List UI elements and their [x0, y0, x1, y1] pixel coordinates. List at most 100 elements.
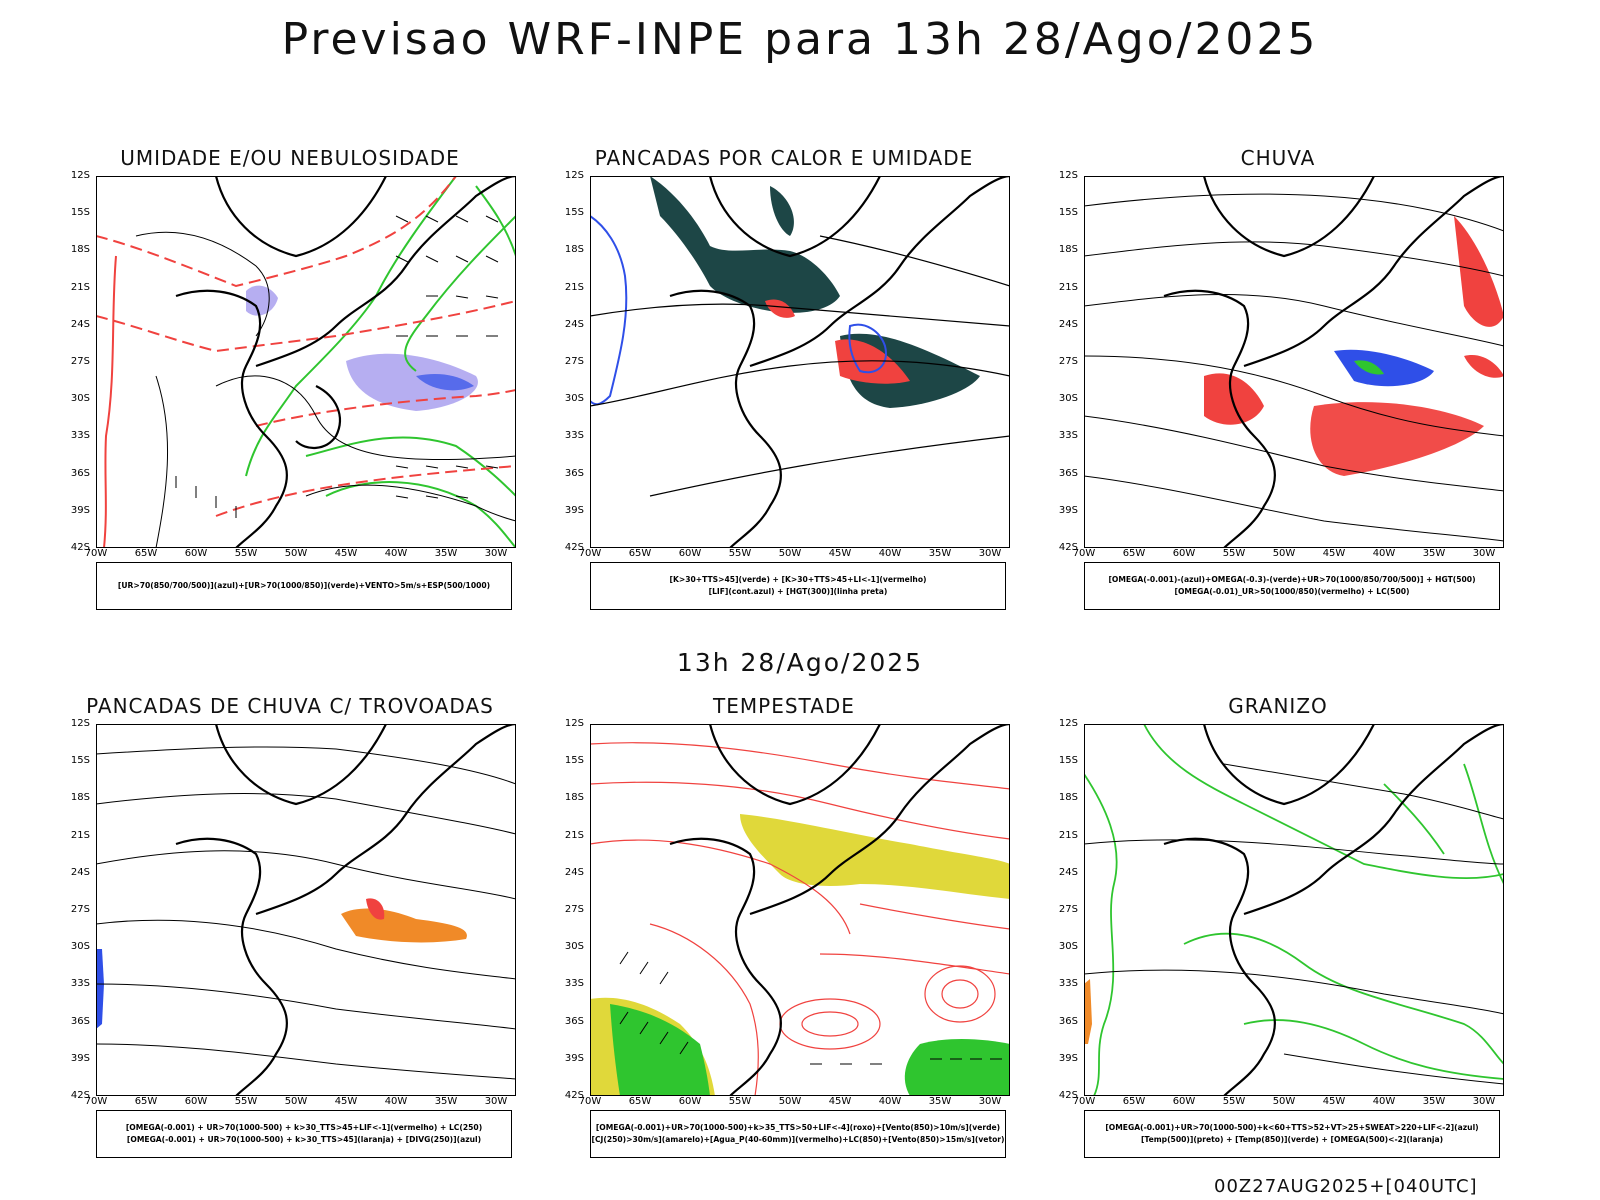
- lat-tick-label: 42S: [70, 542, 90, 553]
- lon-tick-label: 65W: [1122, 1096, 1146, 1107]
- lon-tick-label: 40W: [384, 1096, 408, 1107]
- lon-tick-label: 70W: [578, 548, 602, 559]
- lat-tick-label: 24S: [564, 318, 584, 330]
- lat-tick-label: 15S: [70, 207, 90, 219]
- streamline: [1084, 293, 1504, 347]
- map-svg: [1084, 176, 1504, 548]
- country-border: [1202, 724, 1375, 806]
- lat-tick-label: 30S: [70, 941, 90, 953]
- lon-tick-label: 70W: [1072, 548, 1096, 559]
- lon-tick-label: 35W: [928, 1096, 952, 1107]
- lon-tick-label: 55W: [728, 1096, 752, 1107]
- lat-tick-label: 21S: [70, 829, 90, 841]
- country-border: [214, 176, 387, 258]
- lat-tick-label: 33S: [564, 978, 584, 990]
- lat-tick-label: 18S: [564, 792, 584, 804]
- lat-tick-label: 36S: [70, 1015, 90, 1027]
- lon-tick-label: 50W: [778, 1096, 802, 1107]
- lat-tick-label: 18S: [70, 244, 90, 256]
- lat-tick-label: 21S: [1058, 829, 1078, 841]
- lon-tick-label: 40W: [1372, 548, 1396, 559]
- lat-tick-label: 24S: [564, 866, 584, 878]
- isobar: [215, 375, 516, 461]
- lon-axis: 70W 65W 60W 55W 50W 45W 40W 35W 30W: [1073, 548, 1504, 562]
- thunderstorm-area: [341, 908, 467, 943]
- legend-line: [CJ(250)>30m/s](amarelo)+[Agua_P(40-60mm…: [591, 1135, 1005, 1144]
- lon-tick-label: 70W: [1072, 1096, 1096, 1107]
- lat-tick-label: 18S: [564, 244, 584, 256]
- lat-tick-label: 18S: [1058, 792, 1078, 804]
- height-contour: [590, 303, 1010, 327]
- lon-tick-label: 35W: [434, 1096, 458, 1107]
- lat-axis: 12S 15S 18S 21S 24S 27S 30S 33S 36S 39S 42S: [1046, 170, 1082, 553]
- lat-tick-label: 39S: [70, 504, 90, 516]
- lon-tick-label: 40W: [1372, 1096, 1396, 1107]
- streamline: [96, 746, 516, 785]
- omega-area: [1334, 349, 1434, 387]
- streamline: [1084, 355, 1504, 437]
- lon-tick-label: 45W: [828, 1096, 852, 1107]
- panel-tempestade: TEMPESTADE 12S 15S 18S 21S 24S 27S 30S 33S 36S 39…: [534, 694, 1034, 1174]
- isobar: [135, 231, 270, 337]
- humidity-core-area: [416, 374, 474, 391]
- lat-tick-label: 24S: [1058, 866, 1078, 878]
- isobar: [305, 484, 516, 522]
- height-contour: [590, 360, 1010, 407]
- lat-tick-label: 39S: [1058, 504, 1078, 516]
- coastline: [255, 176, 516, 368]
- streamline: [1084, 193, 1504, 232]
- lon-tick-label: 55W: [728, 548, 752, 559]
- legend-box: [OMEGA(-0.001)+UR>70(1000-500)+k<60+TTS>…: [1084, 1110, 1500, 1158]
- lat-axis: 12S 15S 18S 21S 24S 27S 30S 33S 36S 39S 42S: [1046, 718, 1082, 1101]
- lat-tick-label: 21S: [564, 829, 584, 841]
- lat-tick-label: 33S: [564, 430, 584, 442]
- lat-tick-label: 15S: [1058, 755, 1078, 767]
- legend-line: [OMEGA(-0.001)+UR>70(1000-500)+k<60+TTS>…: [1105, 1123, 1479, 1132]
- lon-axis: 70W 65W 60W 55W 50W 45W 40W 35W 30W: [85, 1096, 516, 1110]
- lat-tick-label: 21S: [1058, 281, 1078, 293]
- panel-pancadas-calor: PANCADAS POR CALOR E UMIDADE 12S 15S 18S 21…: [534, 146, 1034, 626]
- instability-area: [770, 186, 794, 236]
- streamline: [96, 850, 516, 900]
- lon-tick-label: 50W: [284, 548, 308, 559]
- legend-box: [OMEGA(-0.001)-(azul)+OMEGA(-0.3)-(verde…: [1084, 562, 1500, 610]
- streamline: [96, 919, 516, 980]
- lat-tick-label: 30S: [564, 941, 584, 953]
- lon-tick-label: 30W: [978, 548, 1002, 559]
- thickness-contour: [255, 389, 516, 427]
- lon-tick-label: 45W: [1322, 548, 1346, 559]
- map-area: [1084, 724, 1504, 1096]
- panel-title: CHUVA: [1240, 146, 1316, 170]
- lat-tick-label: 33S: [1058, 978, 1078, 990]
- legend-line: [OMEGA(-0.001)+UR>70(1000-500)+k>35_TTS>…: [595, 1123, 1001, 1132]
- lat-tick-label: 42S: [70, 1090, 90, 1101]
- lat-tick-label: 36S: [1058, 1015, 1078, 1027]
- lon-tick-label: 30W: [484, 1096, 508, 1107]
- lon-tick-label: 55W: [1222, 548, 1246, 559]
- lat-tick-label: 12S: [1058, 718, 1078, 729]
- omega-area: [1084, 979, 1092, 1044]
- country-border: [669, 837, 782, 1096]
- legend-line: [LIF](cont.azul) + [HGT(300)](linha pret…: [708, 587, 888, 596]
- lon-tick-label: 40W: [384, 548, 408, 559]
- height-contour: [819, 235, 1010, 287]
- lon-tick-label: 65W: [134, 548, 158, 559]
- lat-tick-label: 39S: [1058, 1052, 1078, 1064]
- lat-tick-label: 39S: [564, 504, 584, 516]
- country-border: [295, 385, 341, 449]
- lat-tick-label: 15S: [70, 755, 90, 767]
- lon-tick-label: 70W: [578, 1096, 602, 1107]
- map-area: [96, 176, 516, 548]
- lon-tick-label: 60W: [1172, 1096, 1196, 1107]
- coastline: [1243, 176, 1504, 368]
- lon-tick-label: 45W: [334, 1096, 358, 1107]
- lat-tick-label: 30S: [1058, 941, 1078, 953]
- rain-area: [1454, 216, 1504, 327]
- lat-tick-label: 42S: [564, 1090, 584, 1101]
- lat-tick-label: 27S: [70, 904, 90, 915]
- lon-tick-label: 35W: [434, 548, 458, 559]
- isobar: [155, 375, 169, 548]
- country-border: [1163, 837, 1276, 1096]
- lat-tick-label: 24S: [70, 866, 90, 878]
- coastline: [255, 724, 516, 916]
